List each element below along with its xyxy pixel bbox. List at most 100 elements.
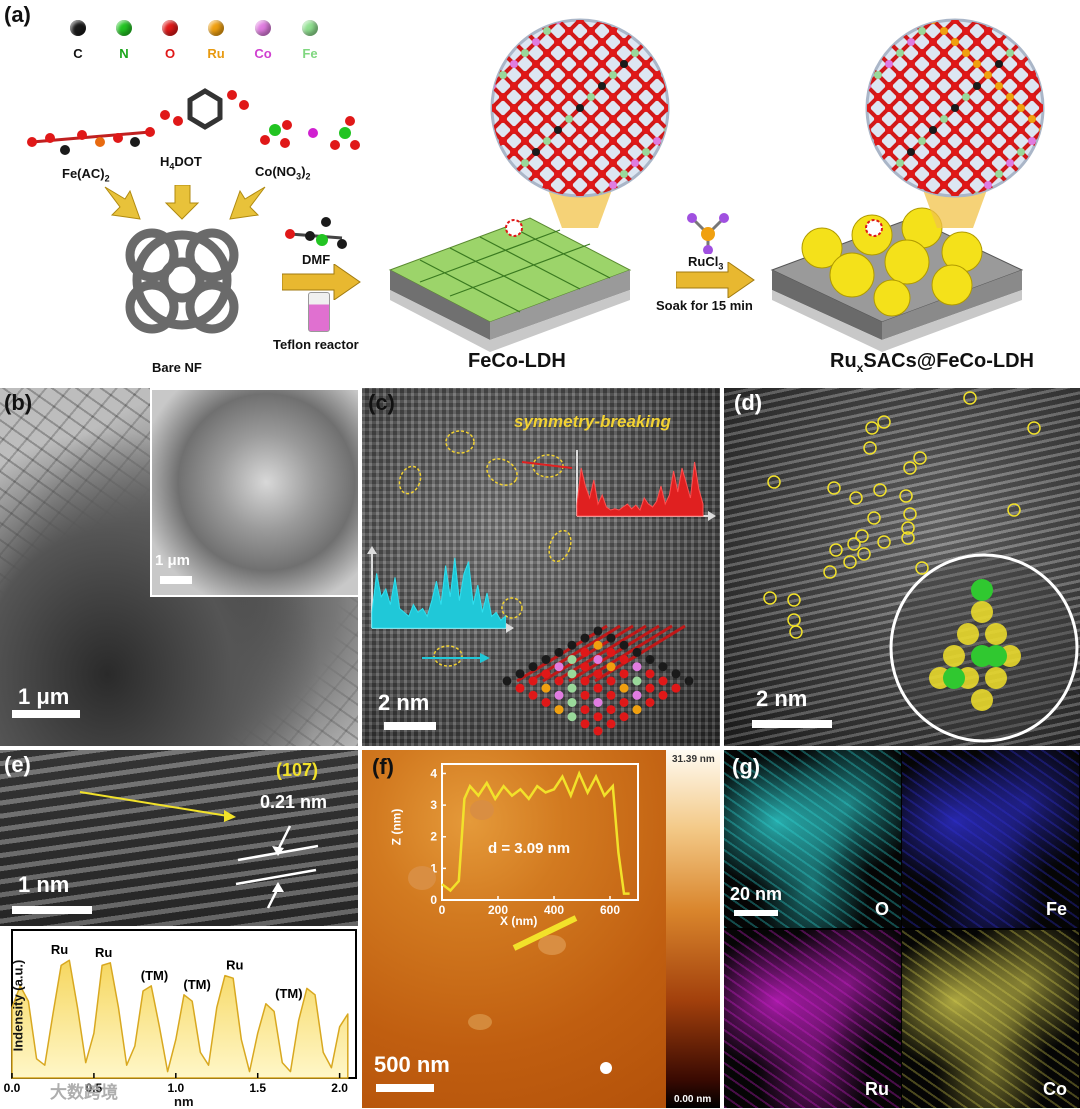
lattice-atom: [631, 181, 639, 189]
lattice-atom: [576, 82, 584, 90]
bare-nf-label: Bare NF: [152, 360, 202, 375]
atom-marker: [789, 625, 803, 639]
lattice-bond: [492, 84, 668, 196]
lattice-atom: [885, 60, 893, 68]
atom-model-d: [929, 579, 1021, 711]
lattice-atom: [995, 104, 1003, 112]
lattice-atom: [874, 203, 882, 211]
lattice-atom: [867, 20, 871, 24]
peak-label: (TM): [141, 968, 168, 983]
lattice-atom: [492, 170, 496, 178]
lattice-atom: [1028, 181, 1036, 189]
lattice-atom: [510, 20, 518, 24]
lattice-atom: [543, 159, 551, 167]
lattice-atom: [995, 192, 1003, 196]
x-tick-label: 2.0: [331, 1081, 348, 1095]
lattice-atom: [521, 49, 529, 57]
inset-scale-text: 1 μm: [155, 552, 191, 569]
lattice-atom: [631, 137, 639, 145]
lattice-atom: [587, 137, 595, 145]
legend-ball: [302, 20, 318, 36]
legend-label: C: [73, 46, 83, 61]
lattice-atom: [1006, 159, 1014, 167]
lattice-atom: [532, 214, 540, 222]
model-atom: [593, 683, 603, 693]
lattice-atom: [565, 115, 573, 123]
peak-label: (TM): [183, 977, 210, 992]
nickel-foam-illustration: [125, 228, 239, 334]
lattice-atom: [984, 27, 992, 35]
lattice-atom: [532, 170, 540, 178]
lattice-bond: [492, 106, 668, 196]
lattice-atom: [510, 60, 518, 68]
lattice-bond: [492, 84, 668, 196]
lattice-atom: [1028, 203, 1036, 211]
lattice-atom: [1039, 38, 1043, 46]
scale-text-c: 2 nm: [378, 690, 430, 715]
lattice-atom: [521, 93, 529, 101]
lattice-atom: [609, 137, 617, 145]
model-atom: [606, 633, 616, 643]
model-atom: [658, 690, 668, 700]
lattice-atom: [1006, 203, 1014, 211]
model-atom: [619, 669, 629, 679]
rucl3-molecule: [687, 213, 729, 254]
x-tick-label: 400: [544, 903, 564, 917]
x-tick-label: 600: [600, 903, 620, 917]
panel-label-f: (f): [372, 754, 394, 779]
intensity-series: [11, 959, 349, 1079]
lattice-atom: [609, 203, 617, 211]
lattice-atom: [510, 82, 518, 90]
lattice-atom: [631, 49, 639, 57]
lattice-atom: [532, 192, 540, 196]
atom-marker: [843, 555, 857, 569]
lattice-atom: [664, 20, 668, 24]
lattice-atom: [907, 170, 915, 178]
scale-text-e: 1 nm: [18, 872, 70, 897]
lattice-atom: [1039, 104, 1043, 112]
feco-ldh-title: FeCo-LDH: [468, 350, 566, 372]
model-atom: [606, 676, 616, 686]
atom-marker: [963, 391, 977, 405]
lattice-atom: [532, 20, 540, 24]
y-tick-label: 1: [430, 861, 437, 875]
legend-ball: [162, 20, 178, 36]
lattice-atom: [576, 38, 584, 46]
lattice-atom: [532, 126, 540, 134]
dmf-label: DMF: [302, 252, 331, 267]
model-atom: [567, 697, 577, 707]
colorbar-bottom-label: 0.00 nm: [674, 1094, 712, 1105]
atom-marker: [767, 475, 781, 489]
lattice-atom: [598, 60, 606, 68]
scale-bar-e: [12, 906, 92, 914]
lattice-atom: [896, 49, 904, 57]
atom-marker: [867, 511, 881, 525]
model-atom: [580, 633, 590, 643]
atom-marker: [763, 591, 777, 605]
legend-item-o: O: [150, 20, 190, 61]
lattice-atom: [1028, 93, 1036, 101]
atom-marker: [1007, 503, 1021, 517]
lattice-atom: [1017, 126, 1025, 134]
lattice-atom: [984, 181, 992, 189]
lattice-atom: [543, 49, 551, 57]
lattice-atom: [642, 126, 650, 134]
lattice-atom: [521, 27, 529, 35]
model-atom: [541, 655, 551, 665]
lattice-atom: [1028, 71, 1036, 79]
lattice-atom: [565, 27, 573, 35]
lattice-atom: [510, 148, 518, 156]
model-atom: [580, 676, 590, 686]
lattice-atom: [1017, 60, 1025, 68]
lattice-atom: [995, 38, 1003, 46]
lattice-atom: [499, 71, 507, 79]
spacing-label: 0.21 nm: [260, 792, 328, 812]
lattice-atom: [973, 126, 981, 134]
lattice-atom: [1017, 214, 1025, 222]
lattice-atom: [499, 93, 507, 101]
lattice-atom: [510, 104, 518, 112]
model-atom: [593, 697, 603, 707]
atom-marker: [913, 451, 927, 465]
arrow-step1: [282, 264, 361, 300]
panel-d: (d) 2 nm: [724, 388, 1080, 746]
